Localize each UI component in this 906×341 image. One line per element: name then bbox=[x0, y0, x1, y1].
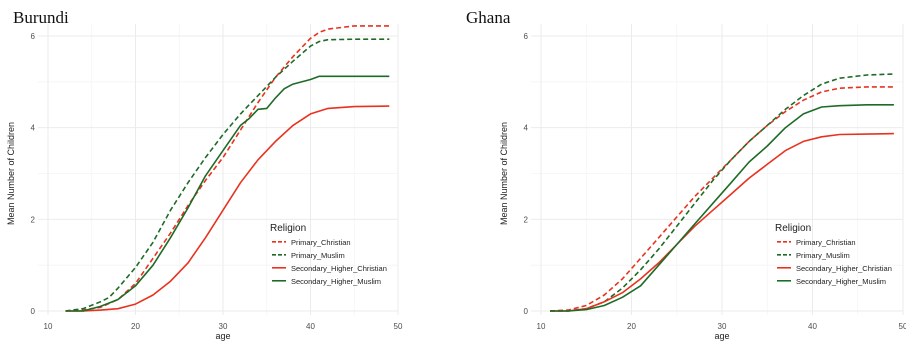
legend-label: Primary_Christian bbox=[291, 238, 351, 247]
y-axis-label: Mean Number of Children bbox=[6, 122, 16, 225]
y-tick-label: 4 bbox=[31, 124, 36, 133]
y-tick-label: 6 bbox=[524, 32, 529, 41]
x-tick-label: 20 bbox=[131, 322, 140, 331]
y-tick-label: 2 bbox=[524, 215, 529, 224]
y-tick-label: 0 bbox=[31, 307, 36, 316]
x-tick-label: 20 bbox=[627, 322, 636, 331]
series-line-Secondary_Higher_Muslim bbox=[65, 75, 390, 312]
chart-ghana: Ghana 10 20 30 40 50 0 2 4 6 age Mean Number of Ch… bbox=[453, 0, 906, 341]
x-axis-label: age bbox=[714, 331, 729, 341]
x-tick-label: 10 bbox=[44, 322, 53, 331]
chart-title-ghana: Ghana bbox=[466, 8, 511, 27]
series-line-Primary_Christian bbox=[549, 86, 894, 312]
x-tick-label: 40 bbox=[808, 322, 817, 331]
chart-title-burundi: Burundi bbox=[13, 8, 69, 27]
legend-label: Primary_Muslim bbox=[796, 251, 850, 260]
legend-label: Primary_Christian bbox=[796, 238, 856, 247]
plot-ghana: 10 20 30 40 50 0 2 4 6 age Mean Number of Children… bbox=[499, 24, 906, 341]
y-tick-label: 2 bbox=[31, 215, 36, 224]
series-line-Primary_Muslim bbox=[550, 73, 894, 312]
y-tick-label: 4 bbox=[524, 124, 529, 133]
plot-burundi: 10 20 30 40 50 0 2 4 6 age Mean Number of Children… bbox=[6, 24, 403, 341]
x-tick-label: 50 bbox=[899, 322, 906, 331]
x-axis-label: age bbox=[215, 331, 230, 341]
legend-label: Secondary_Higher_Muslim bbox=[291, 277, 381, 286]
legend-label: Secondary_Higher_Christian bbox=[796, 264, 892, 273]
y-axis-label: Mean Number of Children bbox=[499, 122, 509, 225]
legend-label: Primary_Muslim bbox=[291, 251, 345, 260]
series-line-Secondary_Higher_Christian bbox=[65, 105, 390, 312]
chart-burundi: Burundi 10 20 30 40 50 0 2 4 6 age Mean Number of … bbox=[6, 8, 403, 341]
series-line-Secondary_Higher_Muslim bbox=[550, 104, 894, 312]
x-tick-label: 40 bbox=[306, 322, 315, 331]
legend-title: Religion bbox=[270, 223, 306, 234]
x-tick-label: 30 bbox=[219, 322, 228, 331]
series-line-Primary_Muslim bbox=[65, 38, 390, 312]
x-tick-label: 30 bbox=[718, 322, 727, 331]
x-tick-label: 10 bbox=[537, 322, 546, 331]
legend-label: Secondary_Higher_Christian bbox=[291, 264, 387, 273]
y-tick-label: 0 bbox=[524, 307, 529, 316]
legend-label: Secondary_Higher_Muslim bbox=[796, 277, 886, 286]
series-line-Secondary_Higher_Christian bbox=[550, 132, 894, 312]
legend-title: Religion bbox=[775, 223, 811, 234]
y-tick-label: 6 bbox=[31, 32, 36, 41]
x-tick-label: 50 bbox=[394, 322, 403, 331]
